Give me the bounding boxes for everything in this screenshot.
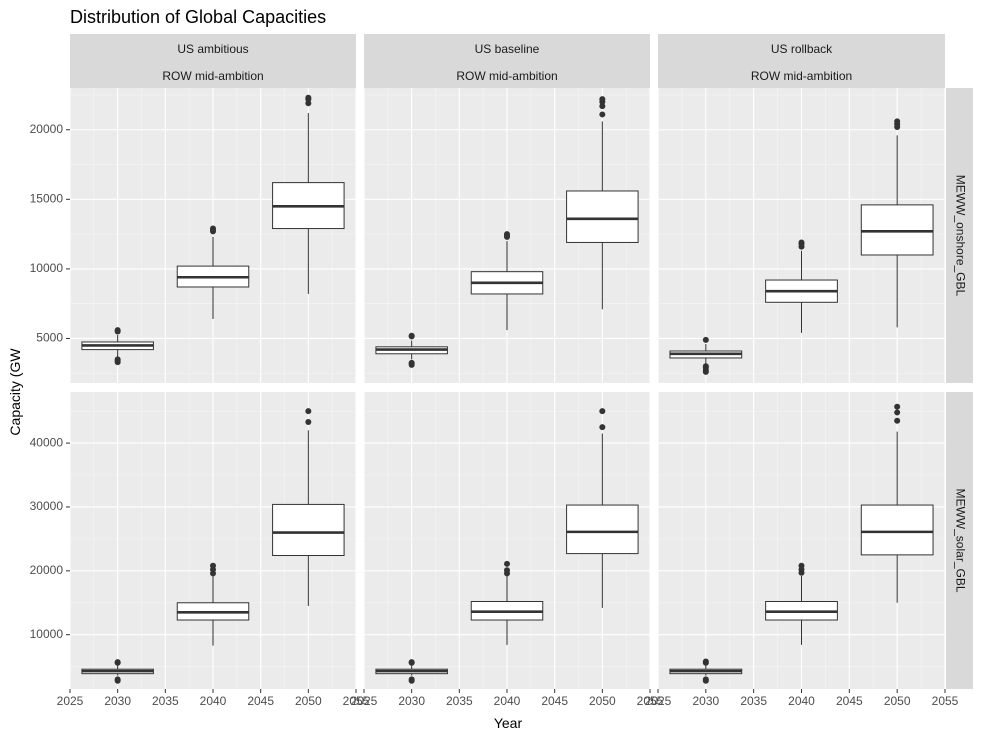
box-outlier-point — [599, 408, 606, 415]
box-outlier-point — [798, 562, 805, 569]
facet-strip-label: US baseline — [475, 42, 540, 56]
y-tick-label: 10000 — [30, 261, 64, 275]
box-outlier-point — [599, 103, 606, 110]
x-tick-label: 2025 — [57, 694, 84, 708]
box-outlier-point — [305, 100, 312, 107]
box-outlier-point — [114, 327, 121, 334]
y-axis-title: Capacity (GW — [7, 348, 23, 436]
box-outlier-point — [702, 658, 709, 665]
x-tick-label: 2025 — [645, 694, 672, 708]
x-tick-label: 2055 — [932, 694, 959, 708]
box-outlier-point — [894, 118, 901, 125]
box-outlier-point — [894, 403, 901, 410]
x-tick-label: 2035 — [152, 694, 179, 708]
facet-strip-top — [658, 34, 945, 88]
facet-strip-top — [70, 34, 356, 88]
box-outlier-point — [408, 659, 415, 666]
x-tick-label: 2030 — [398, 694, 425, 708]
box-outlier-point — [599, 96, 606, 103]
box-outlier-point — [408, 676, 415, 683]
x-tick-label: 2045 — [836, 694, 863, 708]
box-outlier-point — [504, 567, 510, 574]
y-tick-label: 40000 — [30, 435, 64, 449]
box-outlier-point — [114, 676, 121, 683]
facet-strip-label: US ambitious — [177, 42, 248, 56]
x-tick-label: 2040 — [494, 694, 521, 708]
box-outlier-point — [210, 225, 216, 232]
x-tick-label: 2025 — [351, 694, 378, 708]
y-tick-label: 20000 — [30, 122, 64, 136]
box-outlier-point — [599, 424, 606, 431]
x-tick-label: 2055 — [637, 694, 664, 708]
x-tick-label: 2030 — [692, 694, 719, 708]
facet-strip-label: ROW mid-ambition — [751, 69, 852, 83]
x-tick-label: 2040 — [200, 694, 227, 708]
box-outlier-point — [305, 419, 312, 426]
box-outlier-point — [305, 94, 312, 101]
box-outlier-point — [894, 417, 901, 424]
x-tick-label: 2045 — [541, 694, 568, 708]
box-outlier-point — [210, 562, 216, 569]
box-outlier-point — [305, 408, 312, 415]
x-tick-label: 2050 — [589, 694, 616, 708]
box-outlier-point — [504, 231, 510, 238]
box-outlier-point — [599, 111, 606, 118]
facet-strip-label: MEWW_onshore_GBL — [953, 175, 967, 297]
box-outlier-point — [408, 359, 415, 366]
facet-strip-right — [946, 88, 973, 383]
box-outlier-point — [702, 363, 709, 370]
y-tick-label: 20000 — [30, 563, 64, 577]
box-body — [860, 504, 934, 556]
facet-panels: US ambitious ROW mid-ambition US baseline R… — [30, 34, 973, 708]
x-axis-title: Year — [494, 715, 523, 731]
box-outlier-point — [702, 676, 709, 683]
box-outlier-point — [504, 560, 510, 567]
box-outlier-point — [894, 409, 901, 416]
chart-title: Distribution of Global Capacities — [70, 7, 326, 27]
facet-strip-label: MEWW_solar_GBL — [953, 488, 967, 592]
facet-strip-label: ROW mid-ambition — [162, 69, 263, 83]
x-tick-label: 2045 — [247, 694, 274, 708]
box-body — [566, 504, 639, 555]
y-tick-label: 15000 — [30, 191, 64, 205]
x-tick-label: 2055 — [343, 694, 370, 708]
facet-strip-top — [364, 34, 650, 88]
x-tick-label: 2035 — [446, 694, 473, 708]
facet-strip-label: US rollback — [771, 42, 833, 56]
x-tick-label: 2030 — [104, 694, 131, 708]
y-tick-label: 10000 — [30, 627, 64, 641]
box-outlier-point — [408, 332, 415, 339]
y-tick-label: 30000 — [30, 499, 64, 513]
box-outlier-point — [798, 239, 805, 246]
x-tick-label: 2035 — [740, 694, 767, 708]
y-tick-label: 5000 — [36, 331, 63, 345]
x-tick-label: 2050 — [295, 694, 322, 708]
x-tick-label: 2050 — [884, 694, 911, 708]
box-body — [860, 204, 934, 256]
facet-strip-label: ROW mid-ambition — [456, 69, 557, 83]
box-body — [566, 190, 639, 243]
box-outlier-point — [114, 356, 121, 363]
box-body — [272, 503, 345, 557]
box-outlier-point — [702, 336, 709, 343]
x-tick-label: 2040 — [788, 694, 815, 708]
box-outlier-point — [114, 659, 121, 666]
facet-strip-right — [946, 392, 973, 689]
